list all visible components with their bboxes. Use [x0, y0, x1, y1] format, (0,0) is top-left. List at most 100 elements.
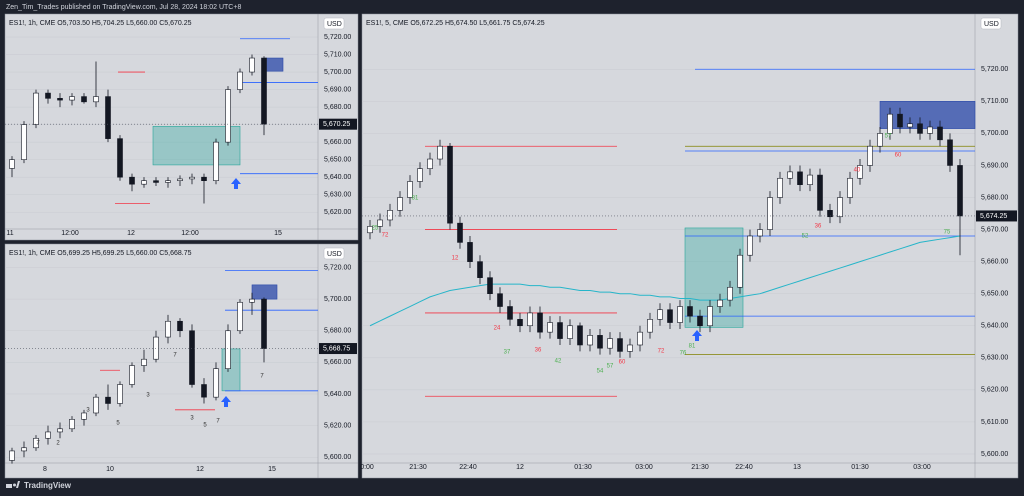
candle-body	[687, 306, 693, 317]
chart-panel: 5,720.00 5,700.00 5,680.00 5,660.00 5,640.00…	[4, 243, 359, 479]
currency-label: USD	[984, 21, 999, 28]
candle-body	[45, 431, 51, 439]
price-label-box	[976, 210, 1017, 222]
zone-box	[684, 227, 744, 328]
x-tick-label: 01:30	[574, 464, 592, 471]
candle-body	[105, 96, 111, 139]
x-tick-label: 10	[106, 466, 114, 473]
candle-body	[907, 123, 913, 128]
x-tick-label: 11	[6, 230, 13, 237]
x-tick-label: 22:40	[735, 464, 753, 471]
y-tick-label: 5,620.00	[324, 209, 351, 216]
price-label: 5,668.75	[323, 345, 350, 352]
candle-body	[927, 126, 933, 134]
candle-body	[177, 178, 183, 181]
candle-body	[129, 176, 135, 185]
currency-box	[323, 247, 345, 260]
candle-body	[21, 124, 27, 160]
candle-body	[397, 197, 403, 211]
candle-body	[153, 180, 159, 183]
signal-arrow	[692, 330, 702, 341]
x-tick-label: 15	[268, 466, 276, 473]
price-label: 5,670.25	[323, 121, 350, 128]
currency-box	[323, 17, 345, 30]
y-tick-label: 5,640.00	[324, 174, 351, 181]
candle-body	[877, 133, 883, 147]
annotation: 24	[494, 326, 501, 332]
currency-label: USD	[327, 21, 342, 28]
candle-body	[387, 210, 393, 221]
candle-body	[897, 113, 903, 128]
annotation: 12	[452, 256, 459, 262]
candle-body	[817, 174, 823, 211]
x-tick-label: 03:00	[913, 464, 931, 471]
x-tick-label: 13	[793, 464, 801, 471]
candle-body	[647, 319, 653, 333]
candle-body	[201, 176, 207, 181]
price-label: 5,674.25	[980, 213, 1007, 220]
y-tick-label: 5,610.00	[981, 419, 1008, 426]
annotation: 72	[658, 349, 665, 355]
x-tick-label: 21:30	[409, 464, 427, 471]
candle-body	[537, 312, 543, 333]
candle-body	[93, 396, 99, 414]
annotation: 3	[146, 393, 150, 399]
annotation: 25	[372, 226, 379, 232]
zone-box	[879, 101, 976, 129]
candle-body	[697, 315, 703, 327]
candle-body	[69, 419, 75, 430]
candle-body	[747, 235, 753, 256]
annotation: 37	[504, 350, 511, 356]
annotation: 7	[36, 441, 40, 447]
y-tick-label: 5,600.00	[324, 454, 351, 461]
candle-body	[153, 336, 159, 360]
signal-arrow	[231, 178, 241, 189]
candle-body	[727, 286, 733, 301]
candle-body	[887, 113, 893, 134]
annotation: 3	[190, 416, 194, 422]
signal-arrow	[221, 396, 231, 407]
annotation: 3	[86, 408, 90, 414]
y-tick-label: 5,660.00	[324, 359, 351, 366]
candle-body	[457, 222, 463, 243]
y-tick-label: 5,690.00	[981, 162, 1008, 169]
candle-body	[767, 197, 773, 230]
candle-body	[427, 158, 433, 169]
annotation: 40	[854, 168, 861, 174]
footer-brand[interactable]: TradingView	[24, 481, 72, 490]
candle-body	[213, 368, 219, 398]
y-tick-label: 5,620.00	[981, 387, 1008, 394]
candle-body	[677, 306, 683, 323]
annotation: 42	[555, 359, 562, 365]
candle-body	[237, 71, 243, 90]
candle-body	[737, 254, 743, 288]
annotation: 2	[56, 441, 60, 447]
x-tick-label: 12	[516, 464, 524, 471]
candle-body	[587, 335, 593, 346]
candle-body	[141, 180, 147, 185]
zone-box	[264, 57, 284, 72]
annotation: 57	[885, 134, 892, 140]
price-label-box	[319, 118, 357, 130]
candle-body	[237, 301, 243, 332]
candle-body	[33, 92, 39, 125]
x-tick-label: 12:00	[61, 230, 79, 237]
y-tick-label: 5,720.00	[324, 264, 351, 271]
candle-body	[437, 145, 443, 160]
x-tick-label: 22:40	[459, 464, 477, 471]
x-tick-label: 0:00	[360, 464, 374, 471]
currency-box	[980, 17, 1002, 30]
annotation: 76	[680, 351, 687, 357]
candle-body	[497, 293, 503, 307]
legend: ES1!, 1h, CME O5,703.50 H5,704.25 L5,660…	[9, 20, 192, 27]
panel-background	[4, 243, 359, 479]
candle-body	[467, 242, 473, 262]
candle-body	[21, 447, 27, 452]
candle-body	[45, 92, 51, 99]
candle-body	[249, 57, 255, 73]
candle-body	[129, 365, 135, 385]
y-tick-label: 5,600.00	[981, 451, 1008, 458]
candle-body	[777, 177, 783, 198]
annotation: 81	[689, 344, 696, 350]
annotation: 75	[944, 230, 951, 236]
